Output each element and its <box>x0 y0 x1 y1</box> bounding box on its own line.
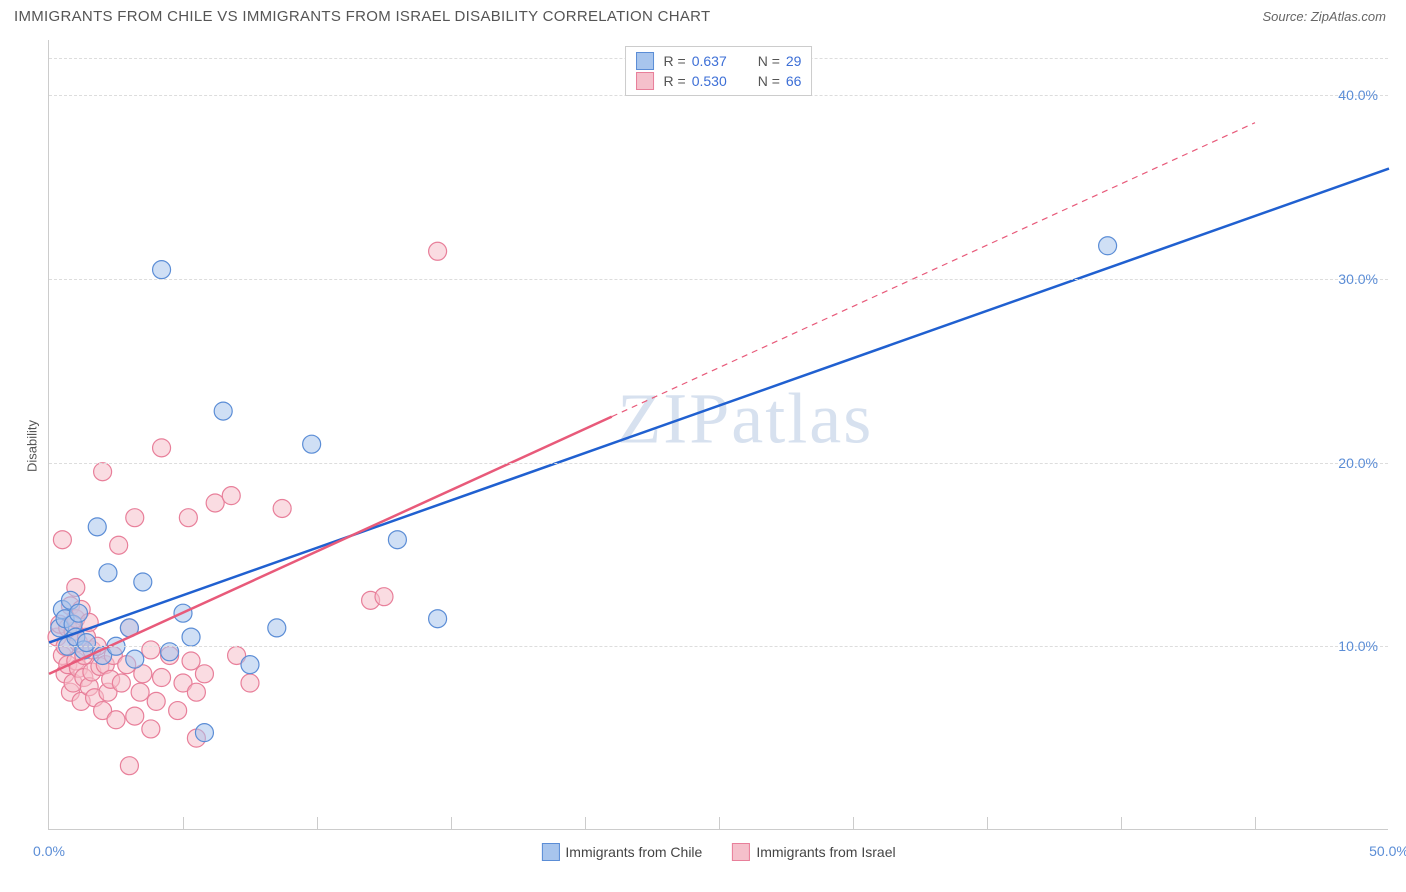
data-point <box>88 518 106 536</box>
data-point <box>112 674 130 692</box>
data-point <box>142 641 160 659</box>
legend-series-label: Immigrants from Chile <box>565 844 702 860</box>
chart-title: IMMIGRANTS FROM CHILE VS IMMIGRANTS FROM… <box>14 8 711 25</box>
data-point <box>78 634 96 652</box>
data-point <box>268 619 286 637</box>
r-label: R = <box>664 53 686 69</box>
x-minor-tick <box>183 817 184 829</box>
data-point <box>214 402 232 420</box>
data-point <box>169 702 187 720</box>
data-point <box>110 536 128 554</box>
data-point <box>153 261 171 279</box>
legend-swatch <box>636 72 654 90</box>
data-point <box>182 652 200 670</box>
y-axis-label: Disability <box>25 420 40 472</box>
data-point <box>222 487 240 505</box>
data-point <box>126 509 144 527</box>
legend-swatch <box>636 52 654 70</box>
n-value: 29 <box>786 53 802 69</box>
legend-series-item: Immigrants from Chile <box>541 843 702 861</box>
data-point <box>388 531 406 549</box>
data-point <box>147 692 165 710</box>
data-point <box>134 573 152 591</box>
correlation-legend: R = 0.637 N = 29 R = 0.530 N = 66 <box>625 46 813 96</box>
x-tick-label: 0.0% <box>33 843 65 859</box>
trend-line <box>49 169 1389 643</box>
data-point <box>303 435 321 453</box>
x-minor-tick <box>853 817 854 829</box>
source-attribution: Source: ZipAtlas.com <box>1262 9 1386 24</box>
r-label: R = <box>664 73 686 89</box>
data-point <box>241 674 259 692</box>
data-point <box>429 242 447 260</box>
legend-row: R = 0.637 N = 29 <box>636 51 802 71</box>
x-minor-tick <box>1121 817 1122 829</box>
data-point <box>126 707 144 725</box>
series-legend: Immigrants from Chile Immigrants from Isr… <box>541 843 895 861</box>
legend-swatch <box>541 843 559 861</box>
y-tick-label: 40.0% <box>1338 87 1378 103</box>
data-point <box>195 724 213 742</box>
data-point <box>142 720 160 738</box>
data-point <box>273 499 291 517</box>
r-value: 0.637 <box>692 53 742 69</box>
data-point <box>153 439 171 457</box>
data-point <box>429 610 447 628</box>
chart-header: IMMIGRANTS FROM CHILE VS IMMIGRANTS FROM… <box>0 0 1406 29</box>
data-point <box>120 757 138 775</box>
chart-plot-area: ZIPatlas R =0.637N =29R =0.530N =66 Immi… <box>48 40 1388 830</box>
y-tick-label: 30.0% <box>1338 271 1378 287</box>
data-point <box>187 683 205 701</box>
x-minor-tick <box>585 817 586 829</box>
data-point <box>1099 237 1117 255</box>
y-tick-label: 10.0% <box>1338 638 1378 654</box>
n-label: N = <box>758 73 780 89</box>
data-point <box>153 669 171 687</box>
data-point <box>131 683 149 701</box>
gridline-h <box>49 463 1388 464</box>
data-point <box>241 656 259 674</box>
data-point <box>53 531 71 549</box>
data-point <box>69 604 87 622</box>
x-minor-tick <box>317 817 318 829</box>
data-point <box>182 628 200 646</box>
legend-series-item: Immigrants from Israel <box>732 843 895 861</box>
trend-line <box>49 417 612 674</box>
x-minor-tick <box>1255 817 1256 829</box>
scatter-plot-svg <box>49 40 1388 829</box>
data-point <box>206 494 224 512</box>
data-point <box>94 463 112 481</box>
trend-line-extrapolation <box>612 123 1255 417</box>
x-minor-tick <box>719 817 720 829</box>
x-minor-tick <box>987 817 988 829</box>
data-point <box>99 564 117 582</box>
data-point <box>179 509 197 527</box>
x-tick-label: 50.0% <box>1369 843 1406 859</box>
n-label: N = <box>758 53 780 69</box>
legend-series-label: Immigrants from Israel <box>756 844 895 860</box>
x-minor-tick <box>451 817 452 829</box>
n-value: 66 <box>786 73 802 89</box>
data-point <box>126 650 144 668</box>
legend-swatch <box>732 843 750 861</box>
data-point <box>195 665 213 683</box>
data-point <box>375 588 393 606</box>
y-tick-label: 20.0% <box>1338 455 1378 471</box>
legend-row: R = 0.530 N = 66 <box>636 71 802 91</box>
gridline-h <box>49 279 1388 280</box>
data-point <box>107 711 125 729</box>
gridline-h <box>49 646 1388 647</box>
r-value: 0.530 <box>692 73 742 89</box>
